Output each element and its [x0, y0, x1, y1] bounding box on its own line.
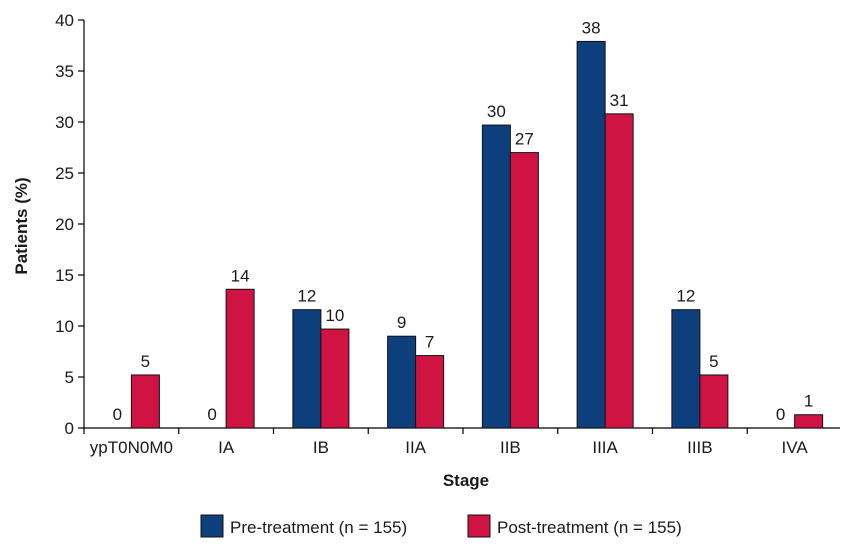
pre-treatment-bar — [292, 309, 322, 429]
pre-treatment-bar — [671, 309, 701, 429]
legend-label: Post-treatment (n = 155) — [497, 518, 682, 537]
post-treatment-bar — [794, 414, 824, 429]
data-label: 0 — [776, 405, 785, 424]
x-tick-label: IIIA — [592, 438, 618, 457]
post-treatment-bar — [509, 152, 539, 429]
legend-swatch — [467, 514, 491, 538]
data-label: 31 — [610, 91, 629, 110]
data-label: 10 — [325, 306, 344, 325]
post-treatment-bar — [604, 113, 634, 429]
y-axis-title: Patients (%) — [12, 177, 31, 274]
data-label: 0 — [113, 405, 122, 424]
legend: Pre-treatment (n = 155) Post-treatment (n… — [200, 514, 682, 538]
x-tick-label: IIA — [405, 438, 426, 457]
post-treatment-bar — [320, 328, 350, 429]
bars — [130, 40, 824, 429]
post-treatment-bar — [130, 374, 160, 429]
legend-swatch — [200, 514, 224, 538]
data-label: 5 — [141, 352, 150, 371]
data-label: 5 — [709, 352, 718, 371]
y-tick-label: 5 — [65, 368, 74, 387]
data-label: 14 — [231, 266, 250, 285]
y-tick-label: 10 — [55, 317, 74, 336]
data-label: 27 — [515, 130, 534, 149]
y-tick-label: 40 — [55, 11, 74, 30]
x-tick-label: IIIB — [687, 438, 713, 457]
data-label: 9 — [397, 313, 406, 332]
data-label: 0 — [207, 405, 216, 424]
pre-treatment-bar — [576, 40, 606, 429]
data-label: 38 — [582, 18, 601, 37]
x-tick-label: IB — [313, 438, 329, 457]
data-label: 12 — [676, 287, 695, 306]
data-label: 30 — [487, 102, 506, 121]
legend-label: Pre-treatment (n = 155) — [230, 518, 407, 537]
x-tick-label: IA — [218, 438, 235, 457]
pre-treatment-bar — [387, 335, 417, 429]
x-axis-title: Stage — [443, 471, 489, 490]
y-tick-label: 35 — [55, 62, 74, 81]
x-tick-label: ypT0N0M0 — [90, 438, 173, 457]
data-label: 12 — [297, 287, 316, 306]
x-tick-label: IIB — [500, 438, 521, 457]
data-label: 7 — [425, 333, 434, 352]
y-tick-label: 30 — [55, 113, 74, 132]
y-tick-label: 25 — [55, 164, 74, 183]
data-label: 1 — [804, 392, 813, 411]
y-tick-label: 20 — [55, 215, 74, 234]
x-tick-label: IVA — [782, 438, 809, 457]
post-treatment-bar — [415, 355, 445, 429]
post-treatment-bar — [699, 374, 729, 429]
y-tick-label: 15 — [55, 266, 74, 285]
pre-treatment-bar — [481, 124, 511, 429]
post-treatment-bar — [225, 288, 255, 429]
y-tick-label: 0 — [65, 419, 74, 438]
